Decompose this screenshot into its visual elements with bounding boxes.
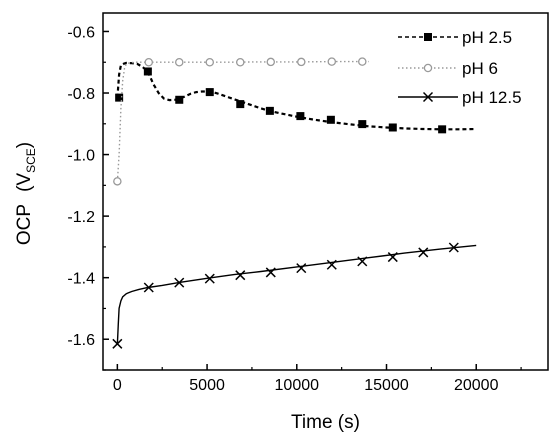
data-point-ph-12-5 (387, 252, 398, 263)
y-axis-label-quantity: OCP (14, 204, 35, 245)
y-axis-label-unit: (V (14, 173, 35, 192)
data-point-ph-2-5 (326, 115, 335, 124)
y-axis-label: OCP (VSCE) (14, 142, 38, 245)
y-axis-label-unit-close: ) (14, 142, 35, 148)
series-line-ph-6 (116, 60, 369, 182)
legend-swatch-ph-2-5 (398, 33, 458, 41)
data-point-ph-2-5 (236, 100, 245, 109)
legend-swatch-ph-6 (398, 63, 458, 73)
data-point-ph-2-5 (205, 88, 214, 97)
legend: pH 2.5 pH 6 pH 12.5 (398, 28, 522, 107)
legend-marker (422, 91, 434, 103)
x-tick-label: 0 (113, 377, 122, 394)
data-point-ph-12-5-stroke (387, 252, 398, 263)
series-line-ph-12-5 (116, 244, 477, 344)
x-tick-label: 10000 (275, 377, 320, 394)
data-point-ph-12-5 (235, 270, 246, 281)
series-ph-6 (113, 57, 369, 186)
legend-marker (424, 33, 432, 41)
legend-label-ph-2-5: pH 2.5 (462, 28, 512, 47)
data-point-ph-12-5-stroke (174, 277, 185, 288)
legend-marker-stroke (422, 91, 434, 103)
data-point-ph-12-5-stroke (204, 273, 215, 284)
x-axis-label: Time (s) (291, 412, 360, 433)
series-layer (112, 57, 477, 349)
data-point-ph-12-5-stroke (418, 247, 429, 258)
data-point-ph-12-5-stroke (296, 263, 307, 274)
data-point-ph-6 (327, 57, 337, 66)
data-point-ph-12-5-stroke (448, 242, 459, 253)
data-point-ph-12-5 (418, 247, 429, 258)
y-tick-label: -0.6 (67, 24, 95, 41)
legend-swatch-ph-12-5 (398, 91, 458, 103)
data-point-ph-6 (175, 57, 184, 67)
data-point-ph-12-5 (265, 267, 276, 278)
data-point-ph-12-5-stroke (143, 282, 154, 293)
data-point-ph-12-5 (296, 263, 307, 274)
data-point-ph-12-5 (448, 242, 459, 253)
y-tick-label: -1.6 (67, 332, 95, 349)
data-point-ph-12-5-stroke (112, 338, 123, 349)
y-tick-label: -0.8 (67, 86, 95, 103)
y-tick-label: -1.4 (67, 271, 95, 288)
ticks-layer: 0 5000 10000 15000 20000 -0.6 -0.8 -1.0 -1.2 -1.4… (67, 24, 522, 394)
data-point-ph-6 (297, 57, 306, 67)
data-point-ph-6 (144, 57, 154, 67)
data-point-ph-6 (205, 57, 215, 67)
y-tick-label: -1.0 (67, 148, 95, 165)
data-point-ph-12-5 (112, 338, 123, 349)
data-point-ph-6 (236, 57, 245, 67)
data-point-ph-12-5-stroke (357, 256, 368, 267)
y-axis-label-unit-subscript: SCE (24, 148, 38, 173)
data-point-ph-2-5 (388, 123, 397, 132)
data-point-ph-2-5 (265, 106, 274, 115)
x-tick-label: 15000 (364, 377, 409, 394)
data-point-ph-2-5 (175, 95, 184, 104)
data-point-ph-6 (266, 57, 276, 67)
data-point-ph-6 (113, 177, 122, 186)
data-point-ph-12-5-stroke (235, 270, 246, 281)
data-point-ph-12-5 (326, 259, 337, 270)
legend-label-ph-12-5: pH 12.5 (462, 88, 522, 107)
data-point-ph-12-5 (174, 277, 185, 288)
legend-label-ph-6: pH 6 (462, 59, 498, 78)
data-point-ph-12-5-stroke (326, 259, 337, 270)
x-tick-label: 20000 (454, 377, 499, 394)
data-point-ph-6 (358, 57, 367, 66)
data-point-ph-2-5 (296, 112, 305, 121)
data-point-ph-2-5 (115, 93, 124, 102)
series-ph-12-5 (112, 242, 477, 349)
data-point-ph-2-5 (143, 67, 152, 76)
data-point-ph-12-5 (143, 282, 154, 293)
legend-marker (423, 63, 433, 73)
data-point-ph-12-5 (357, 256, 368, 267)
x-tick-label: 5000 (189, 377, 225, 394)
data-point-ph-12-5-stroke (265, 267, 276, 278)
series-ph-2-5 (115, 61, 477, 134)
y-tick-label: -1.2 (67, 209, 95, 226)
data-point-ph-2-5 (358, 120, 367, 129)
data-point-ph-12-5 (204, 273, 215, 284)
plot-frame (102, 12, 549, 371)
data-point-ph-2-5 (438, 125, 447, 134)
